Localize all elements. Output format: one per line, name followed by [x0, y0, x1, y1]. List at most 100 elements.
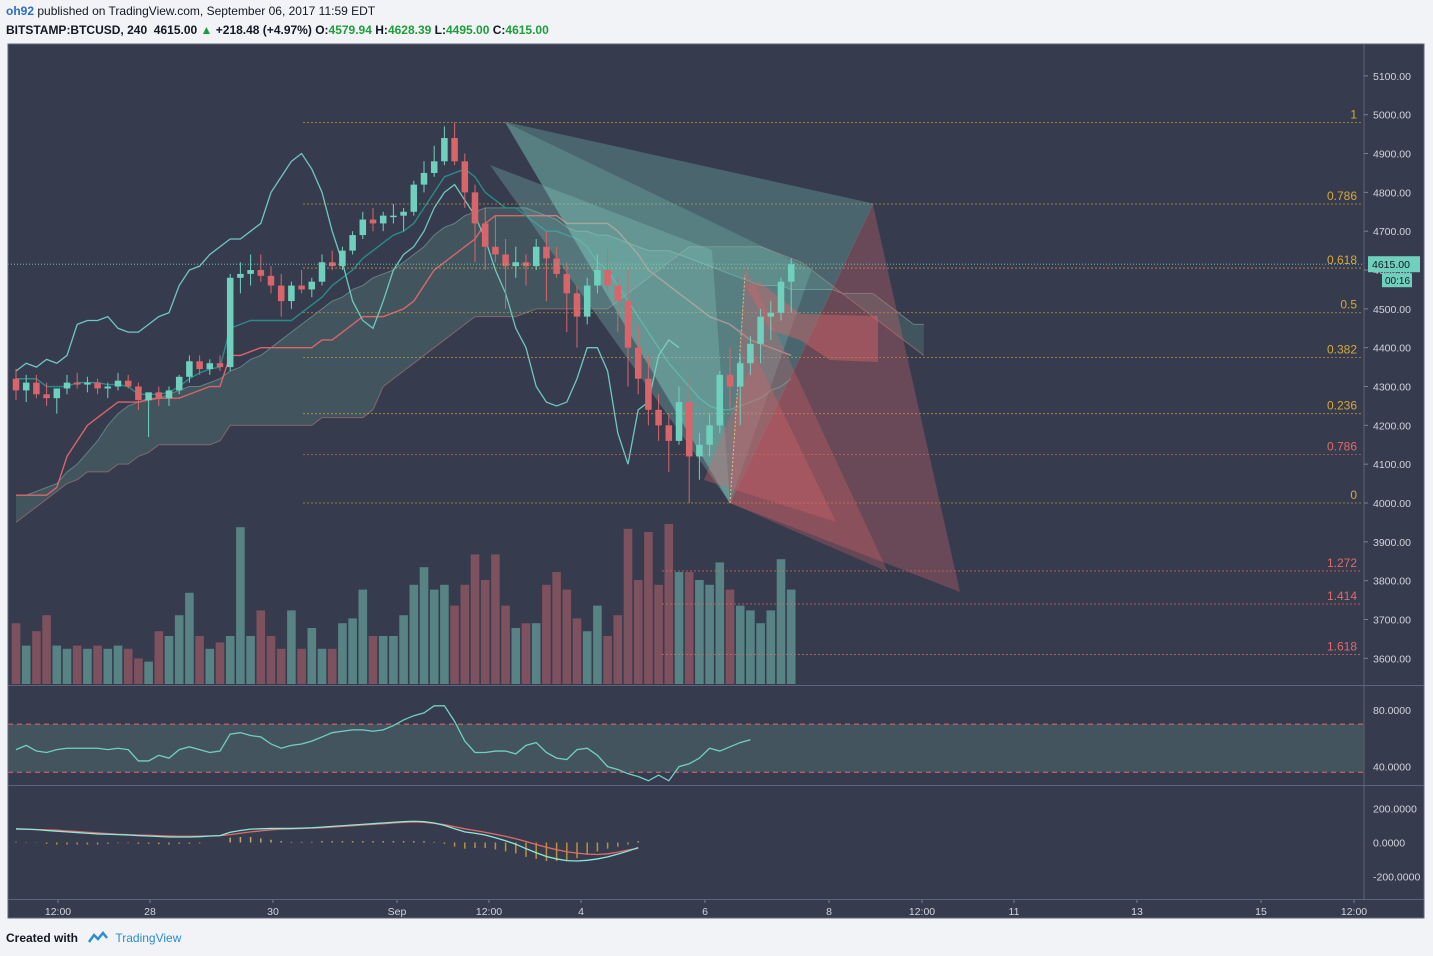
- candle: [318, 254, 326, 286]
- candle-body: [216, 363, 224, 368]
- volume-bar: [225, 636, 235, 684]
- candle: [563, 262, 571, 333]
- candle: [22, 374, 30, 403]
- candle: [757, 308, 764, 364]
- fib-level-label: 0.786: [1327, 189, 1357, 203]
- volume-bar: [470, 554, 480, 684]
- candle: [777, 277, 785, 321]
- candle: [145, 392, 152, 437]
- candle: [308, 277, 316, 298]
- author-name[interactable]: oh92: [6, 4, 35, 18]
- volume-bar: [32, 631, 41, 684]
- candle-body: [104, 386, 112, 389]
- y-tick-label: 4200.00: [1373, 420, 1411, 432]
- candle: [471, 184, 479, 263]
- candle-body: [267, 275, 275, 286]
- candle-body: [379, 215, 387, 224]
- candles: [12, 122, 795, 503]
- last-price-badge: [1368, 256, 1420, 273]
- time-axis: [8, 900, 1424, 918]
- candle-body: [594, 270, 601, 286]
- candle-body: [43, 394, 50, 399]
- high-value: 4628.39: [387, 23, 432, 37]
- volume-bar: [491, 554, 500, 684]
- volume-bar: [93, 645, 102, 684]
- candle: [379, 211, 387, 232]
- candle-body: [257, 270, 265, 276]
- candle: [492, 215, 499, 263]
- volume-bar: [62, 648, 72, 684]
- candle: [124, 374, 132, 389]
- candle: [298, 270, 305, 294]
- volume-bar: [480, 580, 490, 684]
- harmonic-projection-inner: [704, 355, 836, 522]
- candle-body: [685, 402, 693, 457]
- volume-bar: [42, 615, 51, 684]
- fib-level-label: 0.382: [1327, 342, 1357, 356]
- candle: [288, 281, 295, 309]
- volume-bar: [440, 584, 449, 684]
- candle: [216, 355, 224, 371]
- volume-bar: [348, 618, 357, 684]
- volume-bar: [368, 636, 378, 684]
- candle-body: [747, 343, 754, 364]
- candle-body: [53, 388, 61, 399]
- volume-bar: [735, 605, 745, 684]
- candle: [12, 369, 20, 401]
- candle: [430, 145, 438, 177]
- candle-body: [624, 301, 632, 348]
- volume-bar: [623, 528, 633, 684]
- volume-bar: [399, 615, 408, 684]
- candle-body: [543, 246, 550, 259]
- candle-body: [308, 281, 316, 290]
- candle-body: [675, 402, 683, 441]
- fib-level-label: 0.618: [1327, 253, 1357, 267]
- volume-bar: [633, 580, 643, 684]
- volume-bar: [460, 584, 470, 684]
- publish-info: oh92 published on TradingView.com, Septe…: [6, 4, 375, 18]
- candle: [696, 433, 703, 480]
- candle: [257, 254, 265, 282]
- tradingview-brand[interactable]: TradingView: [115, 931, 182, 945]
- candle-body: [277, 285, 285, 302]
- footer: Created with TradingView: [6, 931, 181, 946]
- y-tick-label: 4700.00: [1373, 226, 1411, 238]
- candle: [767, 301, 775, 340]
- candle: [747, 336, 754, 375]
- candle: [63, 374, 71, 395]
- candle-body: [634, 347, 642, 379]
- candle-body: [206, 363, 214, 370]
- volume-bars: [11, 524, 796, 684]
- volume-bar: [378, 636, 388, 684]
- volume-bar: [725, 589, 735, 684]
- volume-bar: [276, 648, 286, 684]
- y-tick-label: 5100.00: [1373, 71, 1411, 83]
- x-tick-label: 8: [826, 906, 832, 918]
- candle-body: [145, 392, 152, 401]
- candle-body: [553, 258, 560, 274]
- fib-level-label: 1.618: [1327, 639, 1357, 653]
- candle-body: [573, 293, 581, 317]
- symbol-info: BITSTAMP:BTCUSD, 240 4615.00 ▲ +218.48 (…: [6, 23, 549, 37]
- candle: [726, 347, 734, 410]
- volume-bar: [205, 648, 215, 684]
- fib-level-label: 0.786: [1327, 439, 1357, 453]
- macd-tick-label: 0.0000: [1373, 838, 1405, 850]
- candle-body: [522, 262, 530, 267]
- candle: [73, 372, 81, 389]
- candle-body: [155, 392, 163, 399]
- volume-bar: [786, 589, 796, 684]
- candle: [359, 211, 367, 239]
- candle-body: [84, 382, 91, 385]
- publish-text: published on TradingView.com, September …: [37, 4, 376, 18]
- volume-bar: [52, 645, 62, 684]
- y-tick-label: 4900.00: [1373, 149, 1411, 161]
- tradingview-logo-icon: [87, 931, 109, 946]
- candle-body: [186, 361, 193, 377]
- candle-body: [94, 382, 101, 389]
- volume-bar: [531, 623, 541, 684]
- symbol-name: BITSTAMP:BTCUSD, 240: [6, 23, 148, 37]
- chart-canvas[interactable]: 5100.00 5000.00 4900.00 4800.00 4700.00 4 6 0 0.…: [0, 0, 1433, 925]
- candle-body: [420, 172, 428, 185]
- candle-body: [767, 312, 775, 317]
